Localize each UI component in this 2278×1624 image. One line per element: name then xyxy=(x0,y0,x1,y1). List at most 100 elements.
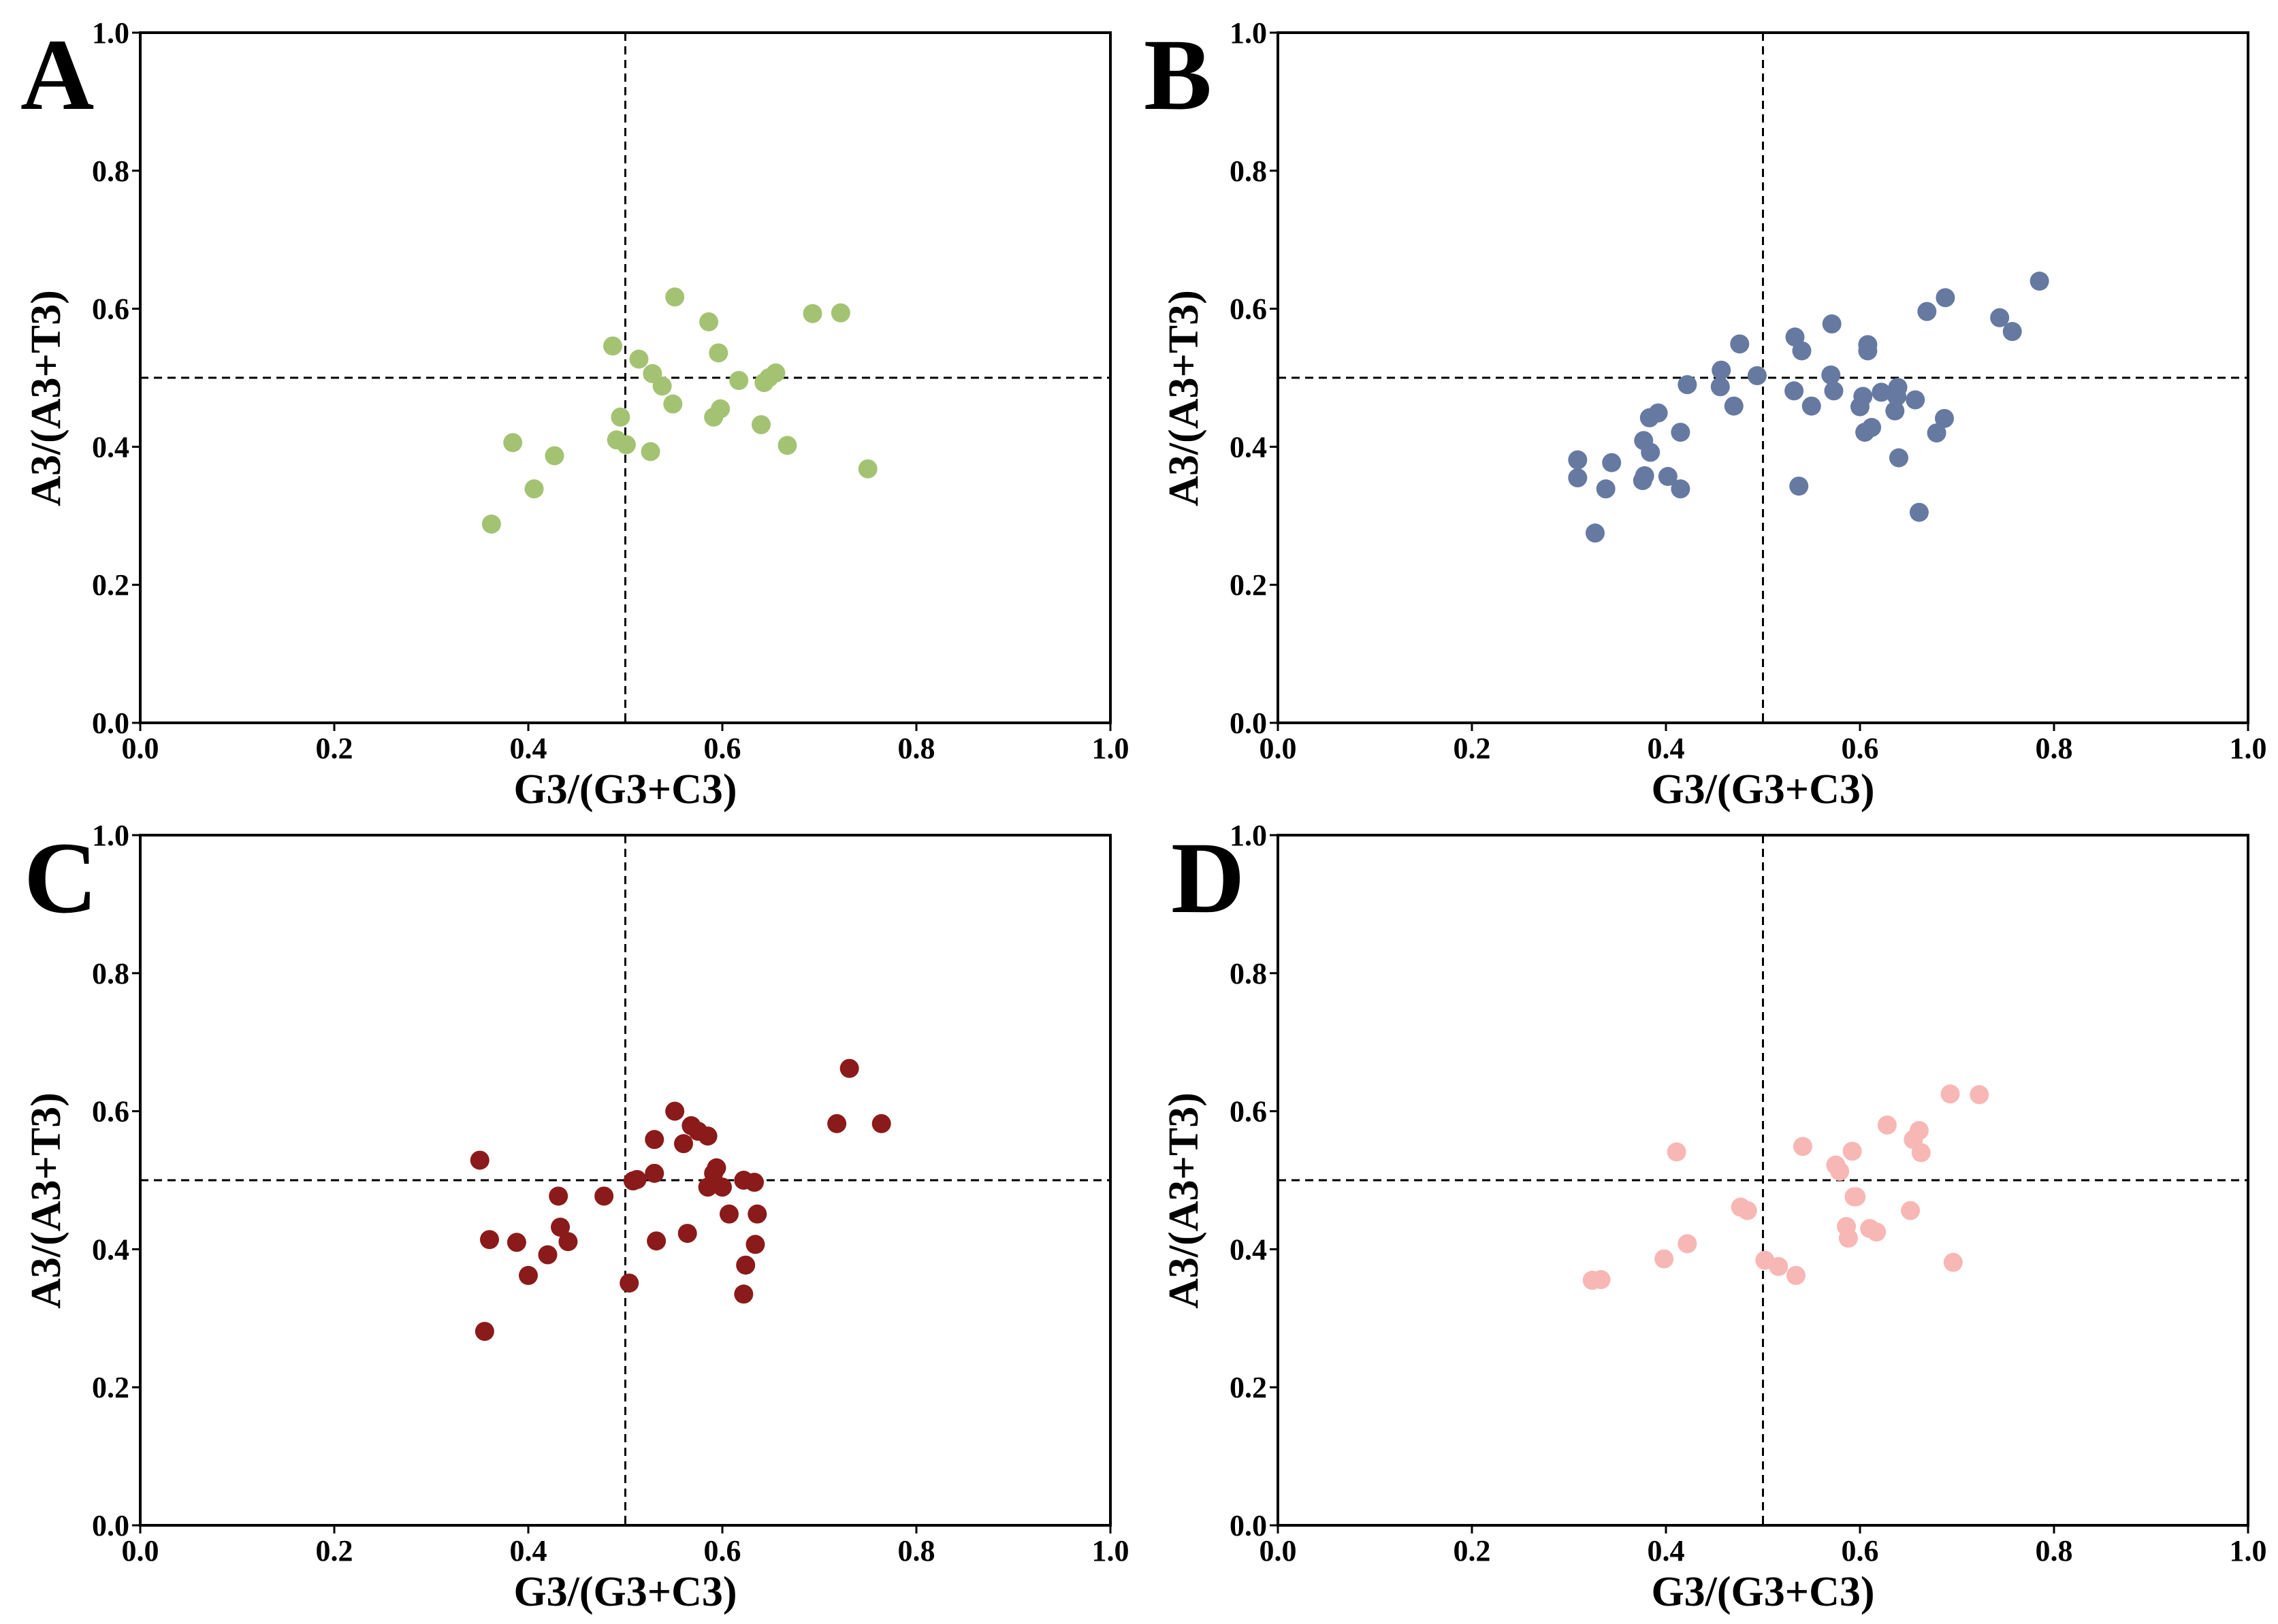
data-point xyxy=(1789,476,1809,496)
y-tick-label: 1.0 xyxy=(92,16,129,50)
data-point xyxy=(1830,1161,1850,1181)
data-point xyxy=(1641,442,1661,462)
data-point xyxy=(699,312,719,331)
y-tick-label: 1.0 xyxy=(1230,819,1267,852)
x-tick-label: 0.6 xyxy=(1842,732,1879,765)
data-point xyxy=(1671,479,1690,499)
data-point xyxy=(645,1130,664,1150)
y-tick-label: 0.6 xyxy=(1230,1095,1267,1128)
data-point xyxy=(551,1217,571,1237)
scatter-panel-d: D 0.0 0.2 0.4 0.6 0.8 1.0 0.0 0.2 0.4 0.6 0.8 1.0 G3/… xyxy=(1161,819,2267,1615)
data-point xyxy=(1917,302,1937,321)
data-point xyxy=(1936,288,1955,308)
data-point xyxy=(831,303,850,323)
data-point xyxy=(1667,1142,1686,1162)
data-point xyxy=(1585,523,1605,543)
data-point xyxy=(1648,403,1668,423)
data-point xyxy=(745,1173,765,1192)
panel-letter: B xyxy=(1144,18,1212,131)
data-point xyxy=(1888,378,1908,397)
data-point xyxy=(1990,308,2010,327)
x-tick-label: 0.8 xyxy=(898,732,935,765)
y-tick-label: 0.4 xyxy=(1230,430,1267,464)
y-tick-label: 0.4 xyxy=(92,430,129,464)
x-tick-label: 0.2 xyxy=(1454,1534,1491,1568)
data-point xyxy=(665,1101,685,1121)
x-tick-label: 1.0 xyxy=(2230,1534,2267,1568)
x-tick-label: 0.2 xyxy=(316,732,353,765)
x-tick-label: 0.4 xyxy=(510,1534,547,1568)
x-axis-label: G3/(G3+C3) xyxy=(1651,766,1874,813)
data-point xyxy=(871,1114,891,1133)
plot-frame xyxy=(1277,834,2249,1527)
data-point xyxy=(748,1204,767,1224)
data-point xyxy=(1568,450,1588,470)
data-point xyxy=(674,1134,693,1154)
y-tick-label: 0.4 xyxy=(1230,1233,1267,1266)
data-point xyxy=(766,363,786,383)
data-point xyxy=(2030,272,2049,291)
y-tick-label: 0.2 xyxy=(1230,1371,1267,1404)
data-point xyxy=(652,376,672,396)
plot-frame xyxy=(1277,31,2249,724)
x-tick-label: 0.6 xyxy=(704,1534,741,1568)
data-point xyxy=(729,371,749,391)
data-point xyxy=(1838,1229,1858,1248)
data-point xyxy=(1793,1137,1812,1156)
data-point xyxy=(481,514,501,534)
data-point xyxy=(1730,334,1750,354)
data-point xyxy=(1877,1115,1897,1135)
y-tick-label: 0.6 xyxy=(92,293,129,326)
data-point xyxy=(641,442,660,461)
y-tick-label: 0.0 xyxy=(92,1509,129,1542)
data-point xyxy=(1901,1201,1921,1220)
data-point xyxy=(1821,365,1841,385)
data-point xyxy=(1822,314,1842,334)
data-point xyxy=(1943,1252,1963,1272)
data-point xyxy=(1872,383,1891,402)
data-point xyxy=(1885,401,1905,421)
panel-letter: C xyxy=(24,822,97,935)
x-tick-label: 0.0 xyxy=(1260,732,1297,765)
y-tick-label: 0.2 xyxy=(1230,568,1267,602)
data-point xyxy=(1596,479,1616,499)
x-tick-label: 0.8 xyxy=(2036,732,2073,765)
data-point xyxy=(1867,1222,1887,1242)
data-point xyxy=(1591,1270,1611,1290)
data-point xyxy=(777,436,797,455)
data-point xyxy=(1906,390,1925,410)
data-point xyxy=(711,399,731,419)
data-point xyxy=(1786,1265,1806,1285)
x-tick-label: 0.2 xyxy=(1454,732,1491,765)
data-point xyxy=(524,479,544,499)
data-point xyxy=(594,1186,614,1206)
data-point xyxy=(1712,360,1731,380)
data-point xyxy=(611,407,630,427)
data-point xyxy=(1846,1187,1866,1207)
x-tick-label: 0.8 xyxy=(898,1534,935,1568)
plot-frame xyxy=(139,31,1112,724)
x-tick-label: 0.2 xyxy=(316,1534,353,1568)
data-point xyxy=(1747,366,1767,385)
y-tick-label: 0.8 xyxy=(1230,155,1267,188)
plot-frame xyxy=(139,834,1112,1527)
data-point xyxy=(1792,341,1812,361)
data-point xyxy=(1654,1249,1674,1269)
y-axis-label: A3/(A3+T3) xyxy=(1161,1092,1207,1309)
data-point xyxy=(627,1169,647,1189)
scatter-panel-b: B 0.0 0.2 0.4 0.6 0.8 1.0 0.0 0.2 0.4 0.6 0.8 1.0 G3/… xyxy=(1144,16,2267,813)
data-point xyxy=(1658,467,1678,487)
data-point xyxy=(645,1163,664,1183)
x-tick-label: 0.6 xyxy=(1842,1534,1879,1568)
data-point xyxy=(1568,468,1588,488)
x-tick-label: 0.4 xyxy=(1648,732,1685,765)
data-point xyxy=(470,1150,490,1170)
y-axis-label: A3/(A3+T3) xyxy=(23,1092,69,1309)
data-point xyxy=(1909,1120,1929,1140)
data-point xyxy=(1842,1141,1862,1161)
data-point xyxy=(1934,408,1954,428)
y-tick-label: 0.6 xyxy=(1230,293,1267,326)
panel-letter: D xyxy=(1171,822,1245,935)
x-tick-label: 1.0 xyxy=(1092,732,1129,765)
